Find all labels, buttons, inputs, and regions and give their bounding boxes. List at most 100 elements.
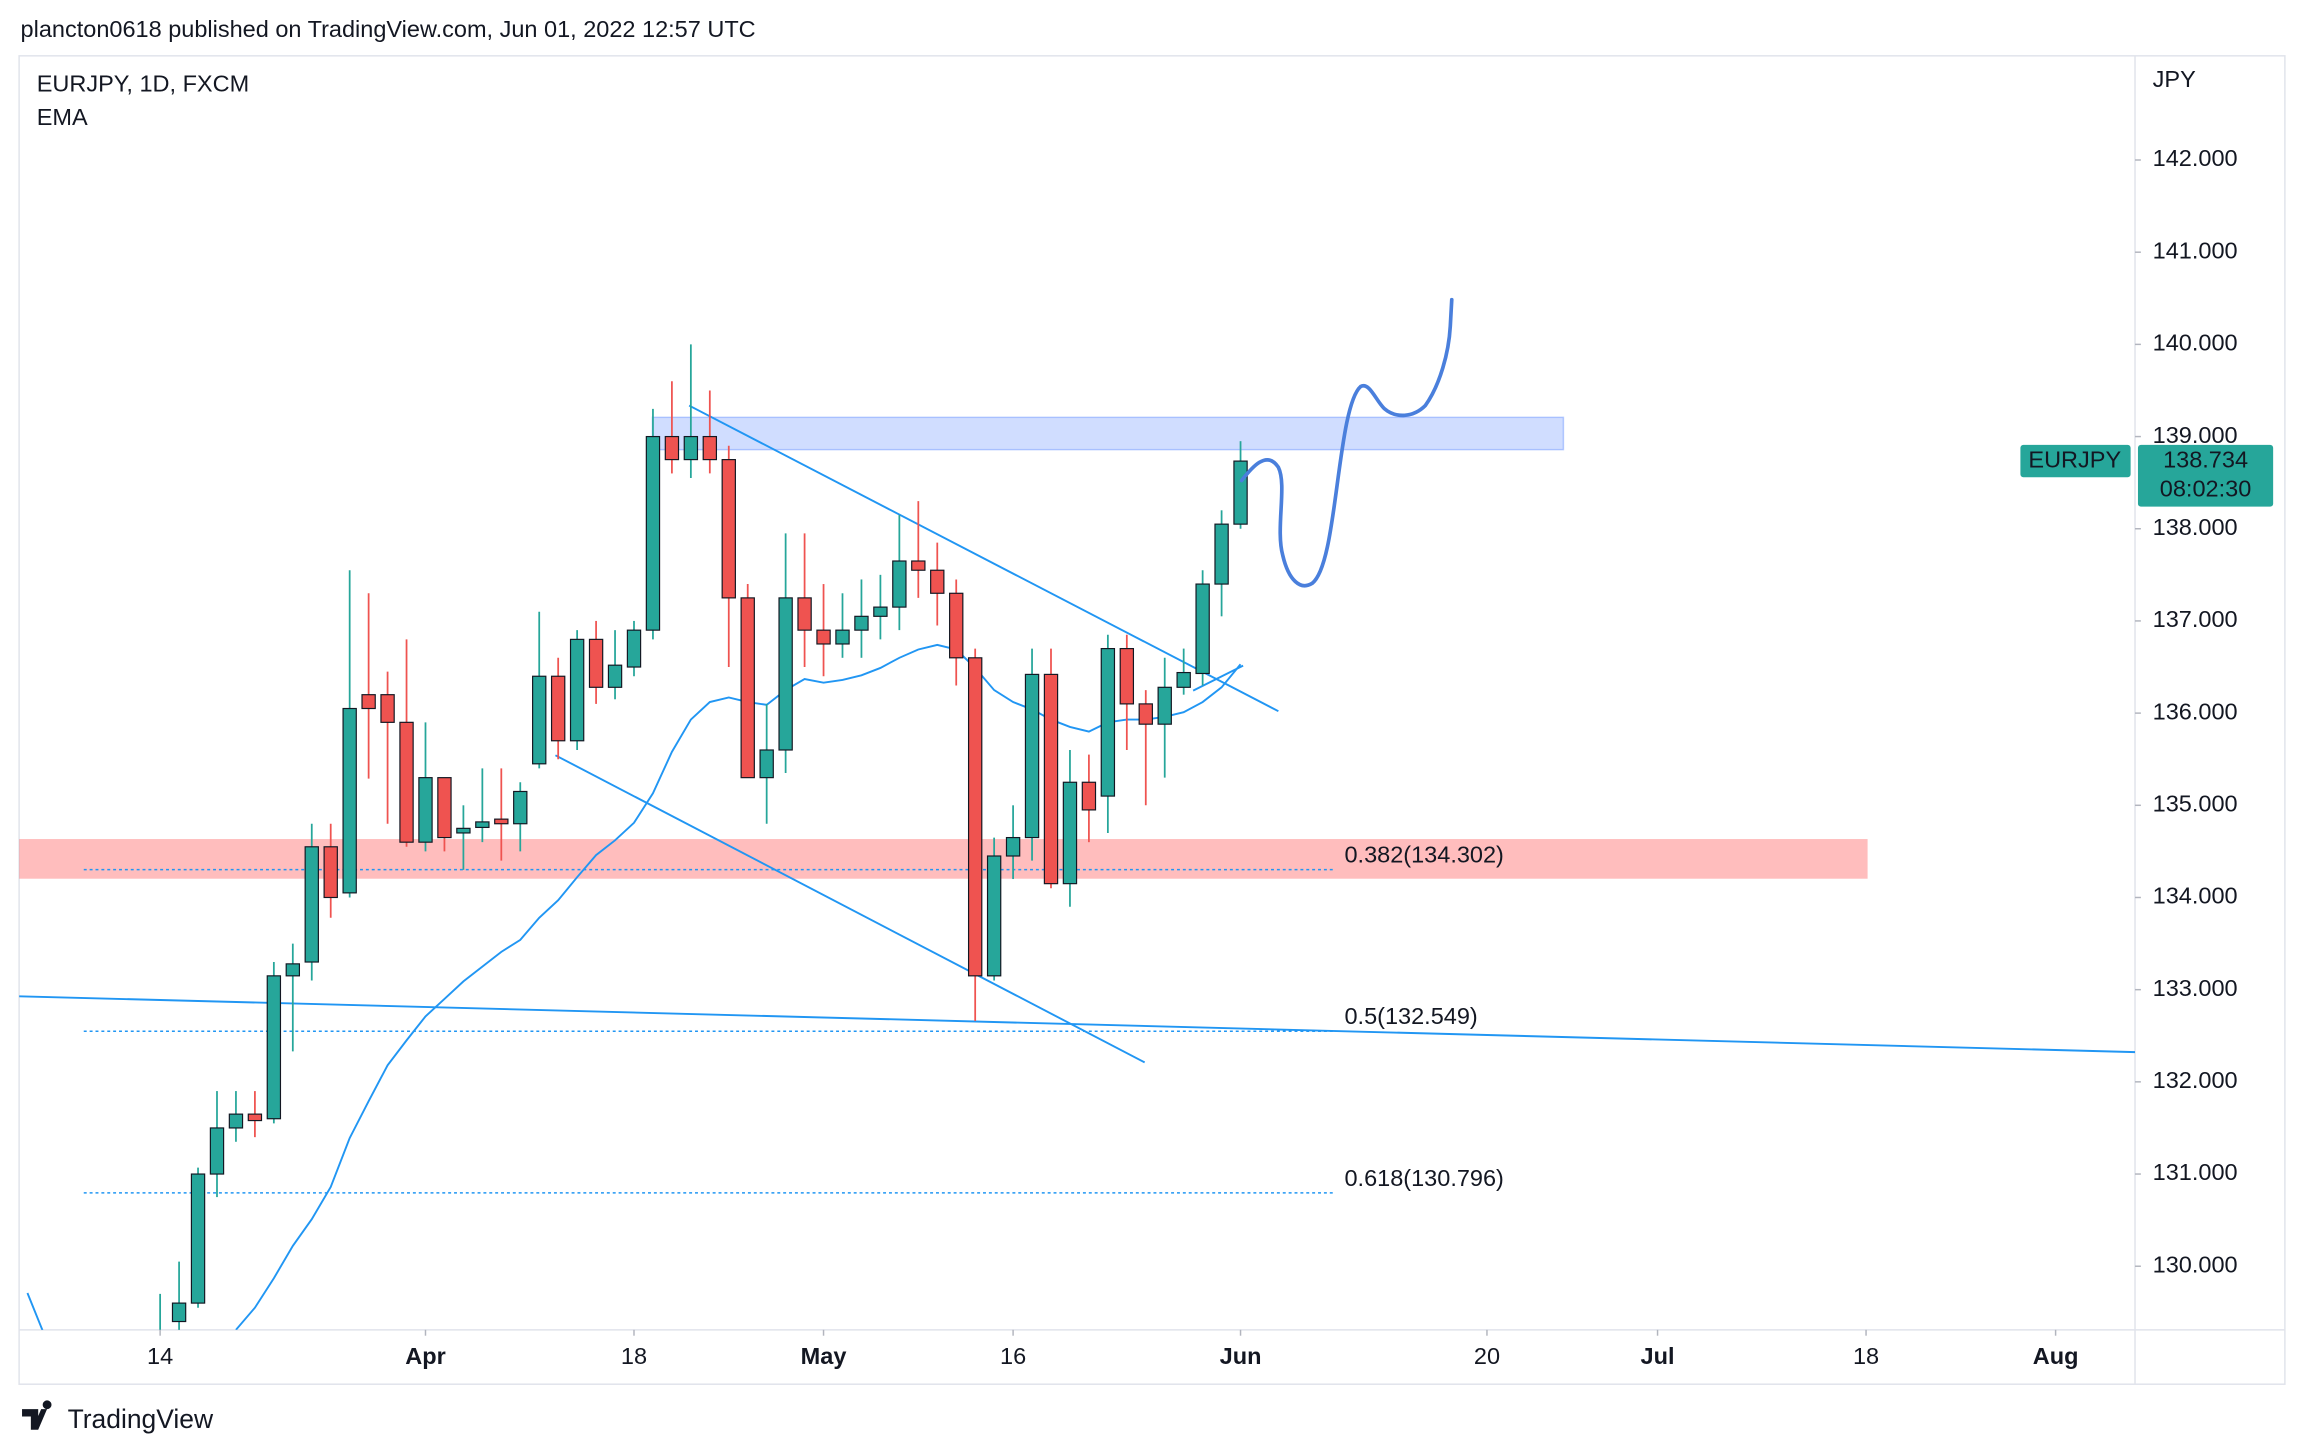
y-tick-label: 141.000 — [2153, 237, 2238, 263]
candle-body — [266, 975, 282, 1120]
indicator-label: EMA — [37, 104, 88, 130]
trend-line — [19, 995, 2136, 1054]
y-tick-label: 130.000 — [2153, 1251, 2238, 1277]
y-tick-label: 139.000 — [2153, 422, 2238, 448]
candle-body — [740, 597, 755, 779]
fib-label: 0.5(132.549) — [1344, 1003, 1477, 1029]
projection-drawing — [1239, 297, 1454, 588]
trend-line — [688, 404, 1279, 713]
candle-body — [1214, 523, 1229, 585]
candle-body — [607, 664, 623, 688]
candle-body — [228, 1113, 244, 1129]
y-tick-label: 135.000 — [2153, 791, 2238, 817]
candle-body — [683, 435, 699, 461]
candle-body — [1043, 673, 1059, 885]
candle-body — [645, 435, 661, 631]
plot-area — [26, 344, 1333, 1330]
candle-body — [967, 657, 983, 977]
x-tick-label: Apr — [405, 1343, 445, 1369]
candle-body — [285, 963, 301, 977]
symbol-tag — [2020, 444, 2131, 478]
x-tick-label: 16 — [1000, 1343, 1026, 1369]
candle-body — [797, 597, 812, 631]
candle-body — [588, 638, 604, 688]
trend-line — [554, 754, 1146, 1064]
candle-body — [513, 790, 528, 825]
x-tick-label: Jul — [1641, 1343, 1675, 1369]
candle-body — [1081, 781, 1097, 811]
x-tick-label: May — [801, 1343, 847, 1369]
candle-body — [190, 1173, 206, 1304]
y-tick-label: 138.000 — [2153, 514, 2238, 540]
candle-body — [1024, 673, 1040, 839]
candle-body — [1119, 647, 1135, 705]
candle-body — [930, 569, 945, 594]
candle-body — [892, 560, 907, 608]
candle-body — [569, 638, 585, 742]
candle-body — [1195, 583, 1210, 675]
candle-body — [209, 1127, 225, 1175]
candle-body — [759, 749, 774, 779]
candle-body — [418, 777, 433, 843]
candle-body — [721, 459, 736, 599]
footer: TradingView — [22, 1400, 214, 1434]
support-zone — [19, 839, 1868, 879]
y-tick-label: 142.000 — [2153, 145, 2238, 171]
candle-body — [1100, 647, 1116, 797]
y-tick-label: 132.000 — [2153, 1067, 2238, 1093]
candle-body — [304, 846, 319, 963]
candle-body — [247, 1113, 263, 1122]
candle-body — [532, 675, 547, 765]
fib-label: 0.618(130.796) — [1344, 1165, 1503, 1191]
candle-body — [626, 629, 642, 668]
y-tick-label: 131.000 — [2153, 1159, 2238, 1185]
currency-label: JPY — [2153, 66, 2196, 92]
candle-body — [399, 721, 414, 843]
symbol-tag-label: EURJPY — [2028, 446, 2121, 472]
x-tick-label: 14 — [147, 1343, 173, 1369]
candle-body — [323, 846, 338, 899]
y-tick-label: 140.000 — [2153, 330, 2238, 356]
candle-body — [494, 818, 509, 825]
candle-body — [550, 675, 566, 742]
candle-body — [1176, 671, 1191, 688]
x-tick-label: 18 — [621, 1343, 647, 1369]
candle-body — [361, 694, 376, 710]
candle-body — [456, 827, 471, 834]
fib-label: 0.382(134.302) — [1344, 842, 1503, 868]
symbol-title: EURJPY, 1D, FXCM — [37, 70, 249, 96]
candle-body — [949, 592, 964, 659]
candle-body — [911, 560, 926, 571]
x-tick-label: Aug — [2033, 1343, 2079, 1369]
candle-body — [854, 615, 869, 631]
x-tick-label: Jun — [1220, 1343, 1262, 1369]
x-tick-label: 18 — [1853, 1343, 1879, 1369]
candle-body — [986, 855, 1002, 977]
tradingview-logo — [22, 1400, 52, 1430]
y-tick-label: 134.000 — [2153, 883, 2238, 909]
footer-brand: TradingView — [68, 1404, 214, 1434]
candle-body — [171, 1302, 187, 1323]
candle-body — [702, 435, 718, 461]
resistance-zone — [651, 416, 1565, 451]
last-price-label: 138.734 — [2163, 446, 2248, 472]
candle-body — [342, 707, 357, 894]
candle-body — [778, 597, 793, 751]
x-tick-label: 20 — [1474, 1343, 1500, 1369]
candle-body — [475, 821, 490, 829]
countdown-label: 08:02:30 — [2160, 476, 2251, 502]
y-tick-label: 136.000 — [2153, 698, 2238, 724]
last-price-tag — [2137, 444, 2274, 507]
candle-body — [1233, 460, 1248, 525]
candle-body — [816, 629, 831, 645]
y-tick-label: 133.000 — [2153, 975, 2238, 1001]
ema-line — [26, 643, 1242, 1330]
candle-body — [1005, 836, 1021, 857]
candle-body — [1138, 703, 1153, 725]
candle-body — [1062, 781, 1078, 885]
candle-body — [835, 629, 850, 645]
candle-body — [380, 694, 395, 723]
candle-body — [873, 606, 888, 617]
